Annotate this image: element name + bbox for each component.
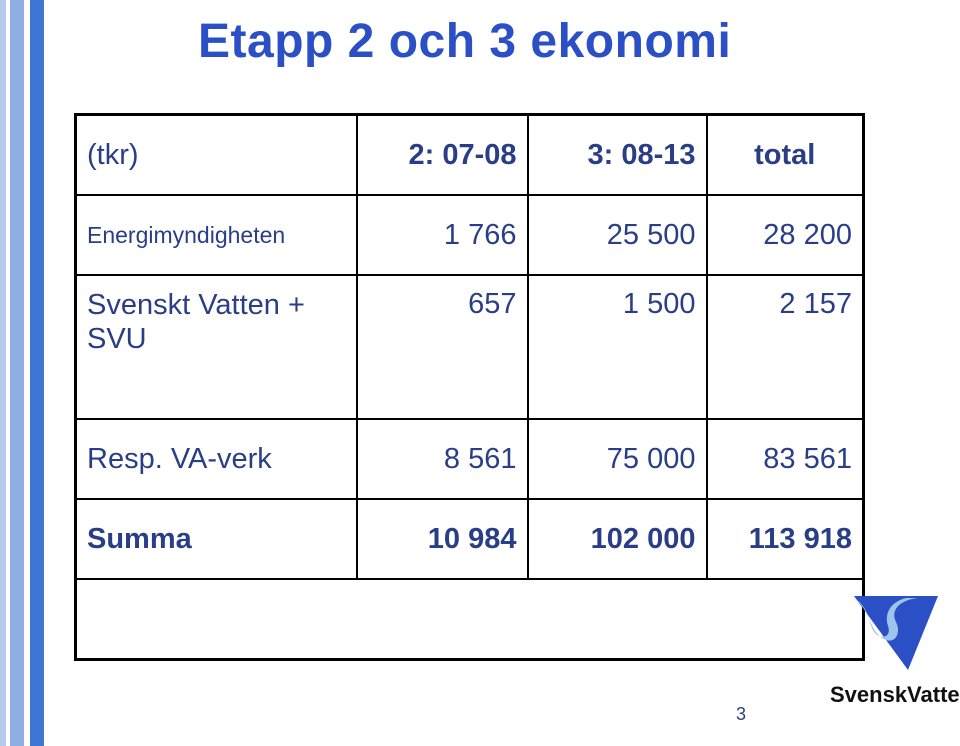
brand-name: SvenskVatten (830, 682, 960, 707)
cell-total: 83 561 (705, 418, 865, 500)
cell-stage-3: 1 500 (526, 274, 708, 420)
header-stage-3: 3: 08-13 (526, 113, 708, 196)
cell-stage-2: 8 561 (355, 418, 529, 500)
table-header-row: (tkr) 2: 07-08 3: 08-13 total (74, 113, 865, 196)
stripe-light (0, 0, 6, 746)
left-decorative-stripes (0, 0, 56, 746)
table-empty-row (74, 578, 865, 661)
stripe-mid (10, 0, 24, 746)
table-row: Energimyndigheten 1 766 25 500 28 200 (74, 194, 865, 276)
table-row-sum: Summa 10 984 102 000 113 918 (74, 498, 865, 580)
svenskt-vatten-logo-icon (854, 596, 938, 670)
empty-cell (74, 578, 865, 661)
cell-total: 2 157 (705, 274, 865, 420)
stripe-dark (30, 0, 44, 746)
economy-table: (tkr) 2: 07-08 3: 08-13 total Energimynd… (74, 113, 865, 661)
table-row: Resp. VA-verk 8 561 75 000 83 561 (74, 418, 865, 500)
row-label: Summa (74, 498, 358, 580)
cell-stage-3: 25 500 (526, 194, 708, 276)
cell-stage-2: 657 (355, 274, 529, 420)
header-stage-2: 2: 07-08 (355, 113, 529, 196)
cell-stage-2: 10 984 (355, 498, 529, 580)
row-label: Energimyndigheten (74, 194, 358, 276)
cell-total: 28 200 (705, 194, 865, 276)
page-number: 3 (736, 704, 747, 724)
cell-stage-3: 75 000 (526, 418, 708, 500)
cell-total: 113 918 (705, 498, 865, 580)
slide-title: Etapp 2 och 3 ekonomi (198, 15, 732, 68)
cell-stage-2: 1 766 (355, 194, 529, 276)
header-total: total (705, 113, 865, 196)
row-label: Resp. VA-verk (74, 418, 358, 500)
header-unit: (tkr) (74, 113, 358, 196)
cell-stage-3: 102 000 (526, 498, 708, 580)
table-row: Svenskt Vatten + SVU 657 1 500 2 157 (74, 274, 865, 420)
row-label: Svenskt Vatten + SVU (74, 274, 358, 420)
